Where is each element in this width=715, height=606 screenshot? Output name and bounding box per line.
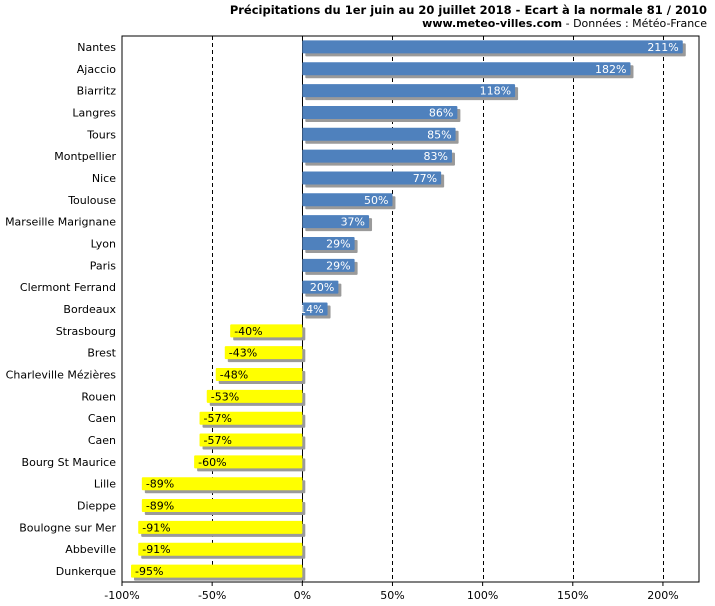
chart-title: Précipitations du 1er juin au 20 juillet…: [229, 3, 707, 17]
data-label: 77%: [413, 172, 437, 185]
bars-group: 211% 182% 118% 86% 85% 83% 77% 50% 37% 29% 29% 20% 1…: [131, 40, 686, 581]
data-label: -57%: [204, 434, 232, 447]
data-label: 29%: [326, 259, 350, 272]
data-label: -91%: [142, 521, 170, 534]
data-label: 50%: [364, 194, 388, 207]
data-label: 29%: [326, 237, 350, 250]
bar: [302, 171, 442, 185]
bar: [302, 215, 370, 229]
data-label: 20%: [310, 281, 334, 294]
category-label: Marseille Marignane: [5, 216, 116, 229]
bar: [302, 62, 631, 76]
bar: [302, 302, 328, 316]
category-label: Dieppe: [77, 500, 116, 513]
bar: [206, 389, 303, 403]
data-label: -53%: [211, 390, 239, 403]
data-label: 83%: [424, 150, 448, 163]
category-label: Langres: [72, 106, 116, 119]
data-label: 37%: [341, 216, 365, 229]
bar: [302, 280, 339, 294]
bar: [194, 455, 303, 469]
bar: [138, 520, 303, 534]
category-label: Bordeaux: [63, 303, 116, 316]
data-label: -48%: [220, 369, 248, 382]
bar: [302, 193, 393, 207]
data-label: -89%: [146, 478, 174, 491]
bar: [302, 105, 458, 119]
data-label: 86%: [429, 106, 453, 119]
bar: [215, 368, 303, 382]
category-labels: Nantes Ajaccio Biarritz Langres Tours Montpel…: [5, 41, 117, 578]
category-label: Boulogne sur Mer: [19, 521, 116, 534]
bar: [302, 149, 452, 163]
bar: [302, 40, 683, 54]
data-label: 211%: [647, 41, 678, 54]
bar: [199, 433, 303, 447]
bar: [131, 564, 303, 578]
x-tick-label: 0%: [294, 589, 311, 602]
bar: [302, 84, 516, 98]
category-label: Caen: [88, 412, 116, 425]
data-label: -40%: [234, 325, 262, 338]
category-label: Paris: [90, 259, 116, 272]
data-label: 14%: [299, 303, 323, 316]
category-label: Ajaccio: [77, 63, 116, 76]
chart-subtitle: www.meteo-villes.com - Données : Météo-F…: [422, 17, 707, 30]
data-label: 118%: [480, 85, 511, 98]
data-label: -89%: [146, 500, 174, 513]
data-label: 182%: [595, 63, 626, 76]
bar: [230, 324, 303, 338]
data-label: -91%: [142, 543, 170, 556]
category-label: Montpellier: [54, 150, 116, 163]
category-label: Lille: [94, 478, 116, 491]
x-tick-label: 100%: [467, 589, 498, 602]
category-label: Nantes: [77, 41, 116, 54]
bar: [224, 346, 303, 360]
data-label: -95%: [135, 565, 163, 578]
category-label: Dunkerque: [56, 565, 116, 578]
category-label: Clermont Ferrand: [20, 281, 116, 294]
bar: [138, 542, 303, 556]
bar: [141, 499, 303, 513]
site-name[interactable]: www.meteo-villes.com: [422, 17, 563, 30]
category-label: Toulouse: [67, 194, 116, 207]
category-label: Bourg St Maurice: [22, 456, 117, 469]
x-tick-label: 200%: [647, 589, 678, 602]
category-label: Brest: [87, 347, 116, 360]
category-label: Biarritz: [77, 85, 117, 98]
data-label: -57%: [204, 412, 232, 425]
bar: [302, 258, 355, 272]
category-label: Nice: [92, 172, 116, 185]
x-tick-label: 50%: [380, 589, 404, 602]
category-label: Caen: [88, 434, 116, 447]
category-label: Tours: [86, 128, 116, 141]
category-label: Charleville Mézières: [6, 369, 117, 382]
category-label: Lyon: [91, 237, 116, 250]
bar: [141, 477, 303, 491]
category-label: Rouen: [81, 390, 116, 403]
bar: [302, 236, 355, 250]
x-tick-label: 150%: [557, 589, 588, 602]
bar: [302, 127, 456, 141]
bar: [199, 411, 303, 425]
x-tick-labels: -100% -50% 0% 50% 100% 150% 200%: [104, 582, 679, 602]
x-tick-label: -100%: [104, 589, 139, 602]
category-label: Strasbourg: [56, 325, 116, 338]
data-label: -60%: [198, 456, 226, 469]
x-tick-label: -50%: [198, 589, 226, 602]
data-label: -43%: [229, 347, 257, 360]
data-label: 85%: [427, 128, 451, 141]
category-label: Abbeville: [65, 543, 116, 556]
data-source: - Données : Météo-France: [562, 17, 707, 30]
